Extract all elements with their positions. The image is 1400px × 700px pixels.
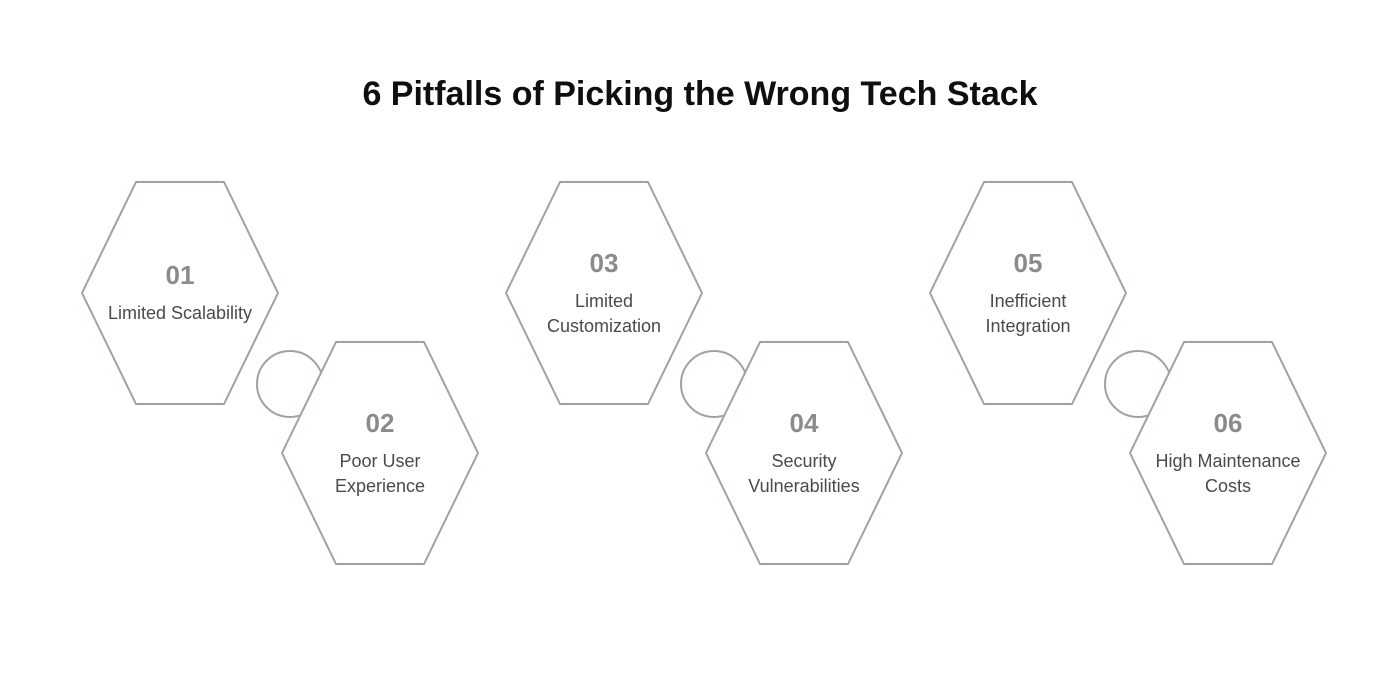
hex-label: High Maintenance Costs — [1146, 449, 1310, 498]
hexagon-diagram: 01 Limited Scalability 02 Poor User Experie… — [0, 0, 1400, 700]
hex-number: 01 — [166, 260, 195, 291]
hex-number: 02 — [366, 408, 395, 439]
hex-label: Security Vulnerabilities — [722, 449, 886, 498]
hex-label: Limited Customization — [522, 289, 686, 338]
hex-number: 04 — [790, 408, 819, 439]
hexagon-item-2: 02 Poor User Experience — [280, 340, 480, 566]
hex-label: Poor User Experience — [298, 449, 462, 498]
hex-number: 05 — [1014, 248, 1043, 279]
hexagon-item-6: 06 High Maintenance Costs — [1128, 340, 1328, 566]
hexagon-item-5: 05 Inefficient Integration — [928, 180, 1128, 406]
hexagon-item-3: 03 Limited Customization — [504, 180, 704, 406]
hex-label: Inefficient Integration — [946, 289, 1110, 338]
hex-label: Limited Scalability — [108, 301, 252, 325]
hexagon-item-4: 04 Security Vulnerabilities — [704, 340, 904, 566]
hex-number: 03 — [590, 248, 619, 279]
hexagon-item-1: 01 Limited Scalability — [80, 180, 280, 406]
hex-number: 06 — [1214, 408, 1243, 439]
